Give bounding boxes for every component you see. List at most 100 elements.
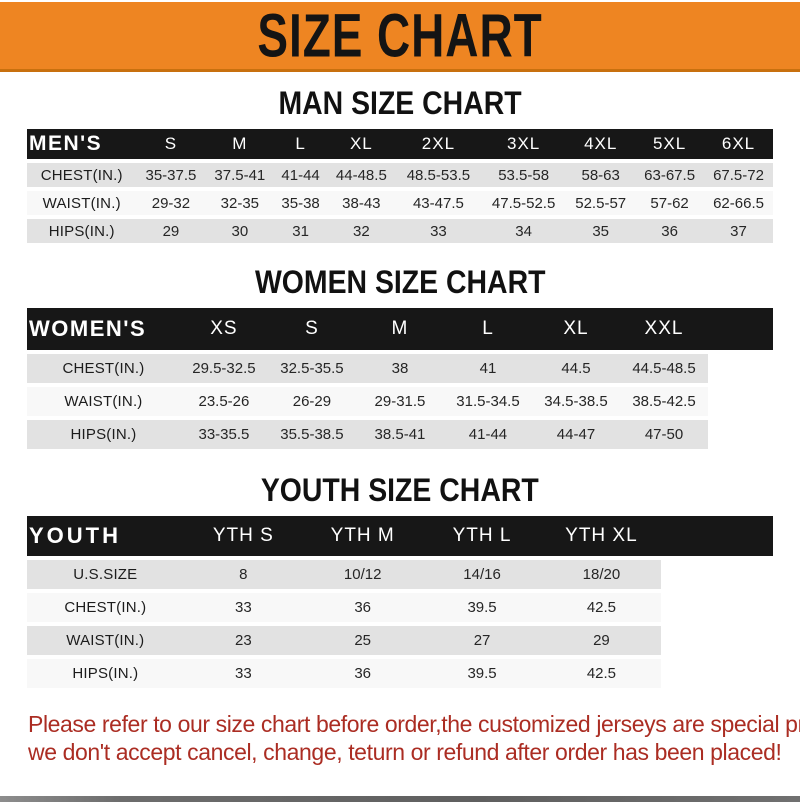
size-cell: 34.5-38.5 — [531, 387, 620, 416]
size-cell: 37 — [704, 219, 773, 243]
row-label: CHEST(IN.) — [27, 163, 137, 187]
size-cell: 10/12 — [303, 560, 423, 589]
size-cell: 31.5-34.5 — [443, 387, 532, 416]
size-cell: 23 — [183, 626, 304, 655]
order-note: Please refer to our size chart before or… — [0, 710, 800, 766]
order-note-line-1: Please refer to our size chart before or… — [28, 711, 800, 737]
youth-header-row: YOUTH YTH S YTH M YTH L YTH XL — [27, 516, 773, 556]
row-filler-cell — [708, 354, 773, 383]
size-cell: 44-47 — [531, 420, 620, 449]
size-cell: 39.5 — [422, 593, 542, 622]
size-cell: 26-29 — [267, 387, 356, 416]
women-size-section: WOMEN SIZE CHART WOMEN'S XS S M L XL XXL CHEST(… — [0, 265, 800, 453]
size-cell: 63-67.5 — [635, 163, 705, 187]
row-label: CHEST(IN.) — [27, 354, 180, 383]
table-row: HIPS(IN.) 29 30 31 32 33 34 35 36 37 — [27, 219, 773, 243]
table-row: CHEST(IN.) 35-37.5 37.5-41 41-44 44-48.5 48.5… — [27, 163, 773, 187]
row-filler-cell — [661, 560, 773, 589]
youth-size-heading: YOUTH SIZE CHART — [261, 473, 539, 509]
size-cell: 29 — [541, 626, 662, 655]
size-column-header: XL — [326, 129, 396, 159]
size-chart-title: SIZE CHART — [257, 1, 543, 70]
size-column-header: 3XL — [481, 129, 567, 159]
size-column-header: S — [267, 308, 356, 350]
men-header-label: MEN'S — [27, 129, 137, 159]
row-filler-cell — [661, 593, 773, 622]
order-note-line-2: we don't accept cancel, change, teturn o… — [28, 739, 782, 766]
header-filler-cell — [708, 308, 773, 350]
size-cell: 14/16 — [422, 560, 542, 589]
size-column-header: 6XL — [704, 129, 773, 159]
size-cell: 23.5-26 — [179, 387, 268, 416]
size-cell: 41-44 — [443, 420, 532, 449]
size-column-header: XS — [179, 308, 268, 350]
men-size-section: MAN SIZE CHART MEN'S S M L XL 2XL 3XL 4XL 5XL 6XL… — [0, 86, 800, 247]
size-cell: 32 — [326, 219, 396, 243]
size-column-header: YTH S — [183, 516, 304, 556]
size-cell: 38-43 — [326, 191, 396, 215]
row-filler-cell — [708, 420, 773, 449]
size-cell: 29.5-32.5 — [179, 354, 268, 383]
size-cell: 41 — [443, 354, 532, 383]
size-column-header: 2XL — [395, 129, 482, 159]
row-label: HIPS(IN.) — [27, 219, 137, 243]
size-column-header: YTH XL — [541, 516, 662, 556]
men-table-wrap: MEN'S S M L XL 2XL 3XL 4XL 5XL 6XL CHEST(IN.) 35-37… — [0, 125, 800, 247]
youth-size-table: YOUTH YTH S YTH M YTH L YTH XL U.S.SIZE 8 10/12… — [27, 512, 773, 692]
size-cell: 18/20 — [541, 560, 662, 589]
row-label: U.S.SIZE — [27, 560, 184, 589]
table-row: WAIST(IN.) 23.5-26 26-29 29-31.5 31.5-34.5 34… — [27, 387, 773, 416]
size-cell: 57-62 — [635, 191, 705, 215]
size-cell: 39.5 — [422, 659, 542, 688]
size-cell: 34 — [481, 219, 567, 243]
row-filler-cell — [661, 659, 773, 688]
size-cell: 36 — [303, 659, 423, 688]
size-cell: 42.5 — [541, 659, 662, 688]
size-column-header: L — [443, 308, 532, 350]
women-size-heading: WOMEN SIZE CHART — [254, 265, 546, 301]
size-cell: 36 — [635, 219, 705, 243]
size-column-header: L — [274, 129, 327, 159]
table-row: HIPS(IN.) 33 36 39.5 42.5 — [27, 659, 773, 688]
size-cell: 41-44 — [274, 163, 327, 187]
size-cell: 67.5-72 — [704, 163, 773, 187]
size-cell: 36 — [303, 593, 423, 622]
size-cell: 47.5-52.5 — [481, 191, 567, 215]
size-cell: 53.5-58 — [481, 163, 567, 187]
women-size-table: WOMEN'S XS S M L XL XXL CHEST(IN.) 29.5-32.5 32.5… — [27, 304, 773, 453]
size-cell: 44.5-48.5 — [620, 354, 709, 383]
size-cell: 29 — [136, 219, 206, 243]
women-header-row: WOMEN'S XS S M L XL XXL — [27, 308, 773, 350]
row-label: CHEST(IN.) — [27, 593, 184, 622]
size-cell: 27 — [422, 626, 542, 655]
size-cell: 33 — [183, 659, 304, 688]
table-row: WAIST(IN.) 23 25 27 29 — [27, 626, 773, 655]
size-cell: 44-48.5 — [326, 163, 396, 187]
size-cell: 38 — [355, 354, 444, 383]
women-table-wrap: WOMEN'S XS S M L XL XXL CHEST(IN.) 29.5-32.5 32.5… — [0, 304, 800, 453]
size-cell: 58-63 — [566, 163, 636, 187]
row-label: WAIST(IN.) — [27, 191, 137, 215]
row-filler-cell — [661, 626, 773, 655]
size-cell: 29-32 — [136, 191, 206, 215]
size-cell: 33 — [183, 593, 304, 622]
table-row: U.S.SIZE 8 10/12 14/16 18/20 — [27, 560, 773, 589]
bottom-divider-bar — [0, 796, 800, 802]
size-cell: 35-38 — [274, 191, 327, 215]
size-column-header: YTH M — [303, 516, 423, 556]
size-column-header: 5XL — [635, 129, 705, 159]
size-cell: 62-66.5 — [704, 191, 773, 215]
size-column-header: M — [355, 308, 444, 350]
size-cell: 38.5-42.5 — [620, 387, 709, 416]
size-cell: 35.5-38.5 — [267, 420, 356, 449]
table-row: HIPS(IN.) 33-35.5 35.5-38.5 38.5-41 41-44 44-… — [27, 420, 773, 449]
men-header-row: MEN'S S M L XL 2XL 3XL 4XL 5XL 6XL — [27, 129, 773, 159]
size-cell: 8 — [183, 560, 304, 589]
row-label: WAIST(IN.) — [27, 387, 180, 416]
men-size-heading: MAN SIZE CHART — [278, 86, 522, 122]
size-column-header: YTH L — [422, 516, 542, 556]
size-cell: 32-35 — [205, 191, 275, 215]
table-row: CHEST(IN.) 29.5-32.5 32.5-35.5 38 41 44.5 44.5… — [27, 354, 773, 383]
size-column-header: M — [205, 129, 275, 159]
row-label: WAIST(IN.) — [27, 626, 184, 655]
